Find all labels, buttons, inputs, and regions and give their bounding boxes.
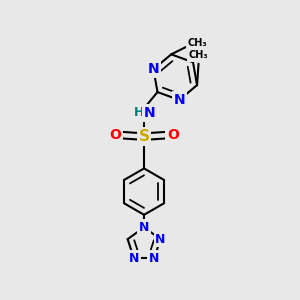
Text: CH₃: CH₃ (189, 50, 208, 60)
Text: N: N (139, 221, 149, 234)
Text: N: N (155, 233, 166, 246)
Text: CH₃: CH₃ (188, 38, 207, 48)
Text: N: N (148, 62, 159, 76)
Text: S: S (139, 129, 150, 144)
Text: N: N (144, 106, 155, 120)
Text: O: O (109, 128, 121, 142)
Text: N: N (173, 93, 185, 107)
Text: O: O (167, 128, 179, 142)
Text: N: N (129, 252, 139, 265)
Text: N: N (149, 252, 159, 265)
Text: H: H (134, 106, 144, 119)
